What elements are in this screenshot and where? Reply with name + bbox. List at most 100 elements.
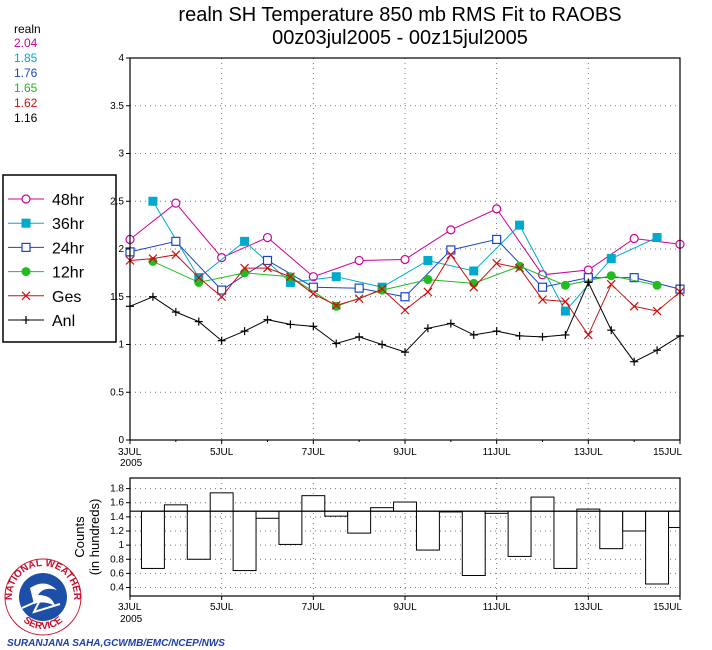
data-point bbox=[492, 258, 502, 268]
average-value: 1.16 bbox=[14, 111, 38, 125]
counts-y-tick-label: 0.6 bbox=[110, 568, 124, 579]
data-point bbox=[354, 294, 364, 304]
data-point-stroke bbox=[469, 282, 479, 292]
chart-subtitle: 00z03jul2005 - 00z15jul2005 bbox=[272, 27, 528, 49]
counts-y-tick-label: 1.4 bbox=[110, 512, 124, 523]
data-point bbox=[492, 234, 502, 245]
data-point bbox=[355, 332, 364, 341]
data-point-stroke bbox=[629, 301, 639, 311]
data-point bbox=[331, 272, 341, 282]
data-point bbox=[308, 289, 318, 299]
data-point bbox=[148, 256, 158, 266]
count-bar bbox=[324, 510, 349, 517]
data-point bbox=[629, 233, 639, 244]
data-point bbox=[171, 250, 181, 260]
data-point bbox=[354, 255, 364, 266]
data-point bbox=[240, 236, 250, 246]
count-bar bbox=[415, 510, 440, 551]
credit-text: SURANJANA SAHA,GCWMB/EMC/NCEP/NWS bbox=[7, 638, 225, 649]
data-point bbox=[21, 194, 31, 204]
data-point-stroke bbox=[148, 254, 158, 263]
data-point bbox=[171, 236, 181, 246]
data-point bbox=[194, 317, 203, 326]
legend-item-Ges: Ges bbox=[8, 289, 81, 306]
legend-item-12hr: 12hr bbox=[8, 265, 85, 282]
average-value: 1.65 bbox=[14, 81, 38, 95]
counts-x-tick-label: 5JUL bbox=[210, 602, 234, 613]
legend-item-24hr: 24hr bbox=[8, 240, 85, 257]
data-point bbox=[240, 263, 250, 273]
data-point bbox=[583, 330, 593, 340]
data-point bbox=[652, 280, 662, 290]
data-point bbox=[217, 336, 226, 345]
counts-x-tick-label: 13JUL bbox=[574, 602, 603, 613]
data-point bbox=[492, 204, 502, 214]
data-point bbox=[285, 272, 295, 282]
data-point bbox=[560, 280, 570, 290]
data-point bbox=[331, 300, 341, 310]
data-point bbox=[652, 233, 662, 243]
data-point bbox=[171, 198, 181, 208]
main-x-axis: 3JUL 5JUL 7JUL 9JUL 11JUL 13JUL 15JUL bbox=[118, 440, 682, 458]
y-tick-label: 2.5 bbox=[110, 196, 124, 207]
data-point bbox=[286, 320, 295, 329]
main-y-axis: 0 0.5 1 1.5 2 2.5 3 3.5 4 bbox=[110, 53, 130, 446]
data-point bbox=[584, 278, 593, 287]
data-point bbox=[400, 292, 410, 302]
legend-label: Anl bbox=[52, 313, 75, 330]
count-bar bbox=[507, 510, 532, 557]
counts-x-axis: 3JUL 5JUL 7JUL 9JUL 11JUL 13JUL 15JUL bbox=[118, 596, 682, 613]
count-bar bbox=[186, 510, 211, 560]
data-point bbox=[515, 220, 525, 230]
data-point bbox=[217, 285, 227, 295]
legend-label: 12hr bbox=[52, 265, 85, 282]
counts-x-year-label: 2005 bbox=[120, 614, 143, 625]
main-series bbox=[125, 196, 685, 366]
data-point-stroke bbox=[446, 250, 456, 260]
counts-y-tick-label: 1.2 bbox=[110, 526, 124, 537]
count-bar bbox=[645, 510, 670, 585]
count-bar bbox=[278, 510, 303, 545]
data-point bbox=[194, 273, 204, 283]
y-tick-label: 1.5 bbox=[110, 292, 124, 303]
data-point bbox=[240, 327, 249, 336]
averages-panel: realn 2.041.851.761.651.621.16 bbox=[14, 22, 41, 125]
data-point-stroke bbox=[171, 250, 181, 260]
count-bar bbox=[461, 510, 486, 577]
data-point bbox=[148, 254, 158, 263]
y-tick-label: 0.5 bbox=[110, 387, 124, 398]
count-bar bbox=[347, 510, 372, 534]
count-bar bbox=[599, 510, 624, 550]
x-tick-label: 9JUL bbox=[393, 447, 417, 458]
legend-label: 48hr bbox=[52, 192, 85, 209]
average-value: 1.62 bbox=[14, 96, 38, 110]
x-tick-label: 13JUL bbox=[574, 447, 603, 458]
data-point bbox=[309, 322, 318, 331]
data-point bbox=[538, 295, 547, 305]
series-Ges bbox=[125, 250, 685, 340]
data-point bbox=[515, 263, 525, 273]
data-point-stroke bbox=[492, 258, 502, 268]
counts-x-tick-label: 11JUL bbox=[483, 602, 512, 613]
series-line bbox=[152, 201, 658, 312]
count-bar bbox=[393, 501, 417, 512]
series-line bbox=[129, 202, 681, 278]
data-point bbox=[515, 331, 524, 340]
series-36hr bbox=[148, 196, 662, 316]
y-tick-label: 4 bbox=[118, 53, 124, 64]
y-tick-label: 3.5 bbox=[110, 101, 124, 112]
averages-header: realn bbox=[14, 22, 41, 36]
data-point bbox=[653, 346, 662, 355]
data-point bbox=[537, 282, 548, 292]
data-point bbox=[377, 285, 387, 295]
x-tick-label: 15JUL bbox=[653, 447, 682, 458]
data-point bbox=[217, 252, 227, 263]
data-point bbox=[606, 271, 616, 281]
data-point bbox=[148, 196, 158, 206]
counts-y-tick-label: 0.8 bbox=[110, 554, 124, 565]
count-bar bbox=[209, 492, 234, 512]
count-bar bbox=[530, 496, 555, 512]
legend-box bbox=[2, 174, 117, 343]
counts-y-tick-label: 0.4 bbox=[110, 583, 124, 594]
